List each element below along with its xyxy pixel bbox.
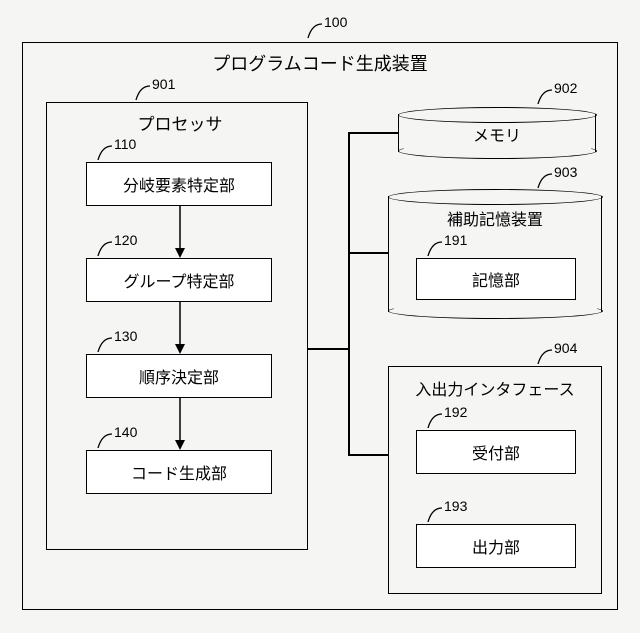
ref-192-text: 192: [444, 404, 467, 420]
ref-901: 901: [130, 78, 180, 107]
ref-120-text: 120: [114, 232, 137, 248]
bus-vertical: [348, 132, 350, 454]
ref-110-text: 110: [114, 136, 136, 152]
ref-100: 100: [302, 16, 352, 47]
ref-191: 191: [422, 234, 472, 263]
ref-902: 902: [532, 82, 582, 111]
bus-to-memory: [348, 132, 398, 134]
ref-193: 193: [422, 500, 472, 529]
block-140-label: コード生成部: [131, 460, 227, 484]
ref-130-text: 130: [114, 328, 137, 344]
block-193-label: 出力部: [472, 534, 520, 558]
block-reception: 受付部: [416, 430, 576, 474]
ref-904-text: 904: [554, 340, 577, 356]
ref-100-text: 100: [324, 14, 347, 30]
block-output: 出力部: [416, 524, 576, 568]
memory-label: メモリ: [398, 122, 596, 146]
ref-903: 903: [532, 166, 582, 195]
block-110-label: 分岐要素特定部: [123, 172, 235, 196]
bus-from-processor: [308, 348, 349, 350]
io-interface-title: 入出力インタフェース: [388, 376, 602, 400]
ref-130: 130: [92, 330, 142, 359]
outer-title: プログラムコード生成装置: [160, 50, 480, 76]
block-group-id: グループ特定部: [86, 258, 272, 302]
arrow-130-140: [174, 398, 186, 450]
ref-140: 140: [92, 426, 142, 455]
block-120-label: グループ特定部: [123, 268, 234, 292]
ref-192: 192: [422, 406, 472, 435]
block-order-decision: 順序決定部: [86, 354, 272, 398]
processor-title: プロセッサ: [100, 110, 260, 135]
block-branch-element-id: 分岐要素特定部: [86, 162, 272, 206]
ref-903-text: 903: [554, 164, 577, 180]
diagram-canvas: 100 プログラムコード生成装置 901 プロセッサ 分岐要素特定部 110 グ…: [0, 0, 640, 633]
arrow-120-130: [174, 302, 186, 354]
block-192-label: 受付部: [472, 440, 520, 464]
ref-193-text: 193: [444, 498, 467, 514]
ref-191-text: 191: [444, 232, 467, 248]
ref-904: 904: [532, 342, 582, 371]
ref-901-text: 901: [152, 76, 175, 92]
aux-storage-title: 補助記憶装置: [388, 206, 602, 230]
block-130-label: 順序決定部: [139, 364, 219, 388]
block-storage: 記憶部: [416, 258, 576, 300]
block-code-gen: コード生成部: [86, 450, 272, 494]
bus-to-aux-storage: [348, 252, 388, 254]
ref-120: 120: [92, 234, 142, 263]
ref-140-text: 140: [114, 424, 137, 440]
ref-110: 110: [92, 138, 142, 167]
ref-902-text: 902: [554, 80, 577, 96]
arrow-110-120: [174, 206, 186, 258]
block-191-label: 記憶部: [472, 267, 520, 291]
bus-to-io: [348, 454, 388, 456]
